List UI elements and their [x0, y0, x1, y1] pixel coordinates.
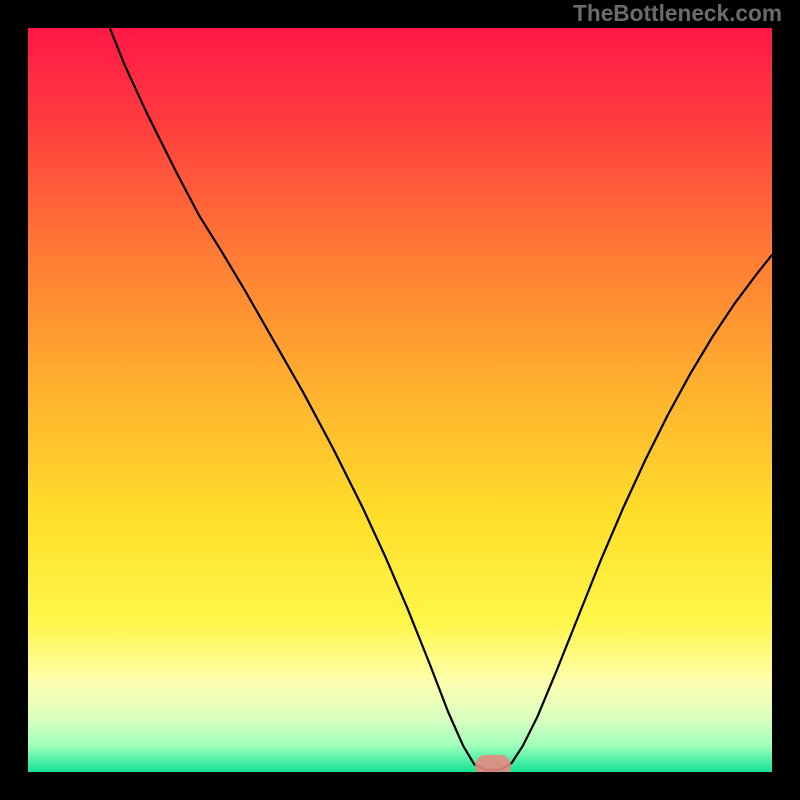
watermark-text: TheBottleneck.com: [573, 0, 782, 27]
curve-layer: [28, 28, 772, 772]
optimum-marker: [475, 755, 511, 772]
plot-area: [28, 28, 772, 772]
chart-stage: { "watermark": { "text": "TheBottleneck.…: [0, 0, 800, 800]
bottleneck-curve: [110, 28, 772, 770]
